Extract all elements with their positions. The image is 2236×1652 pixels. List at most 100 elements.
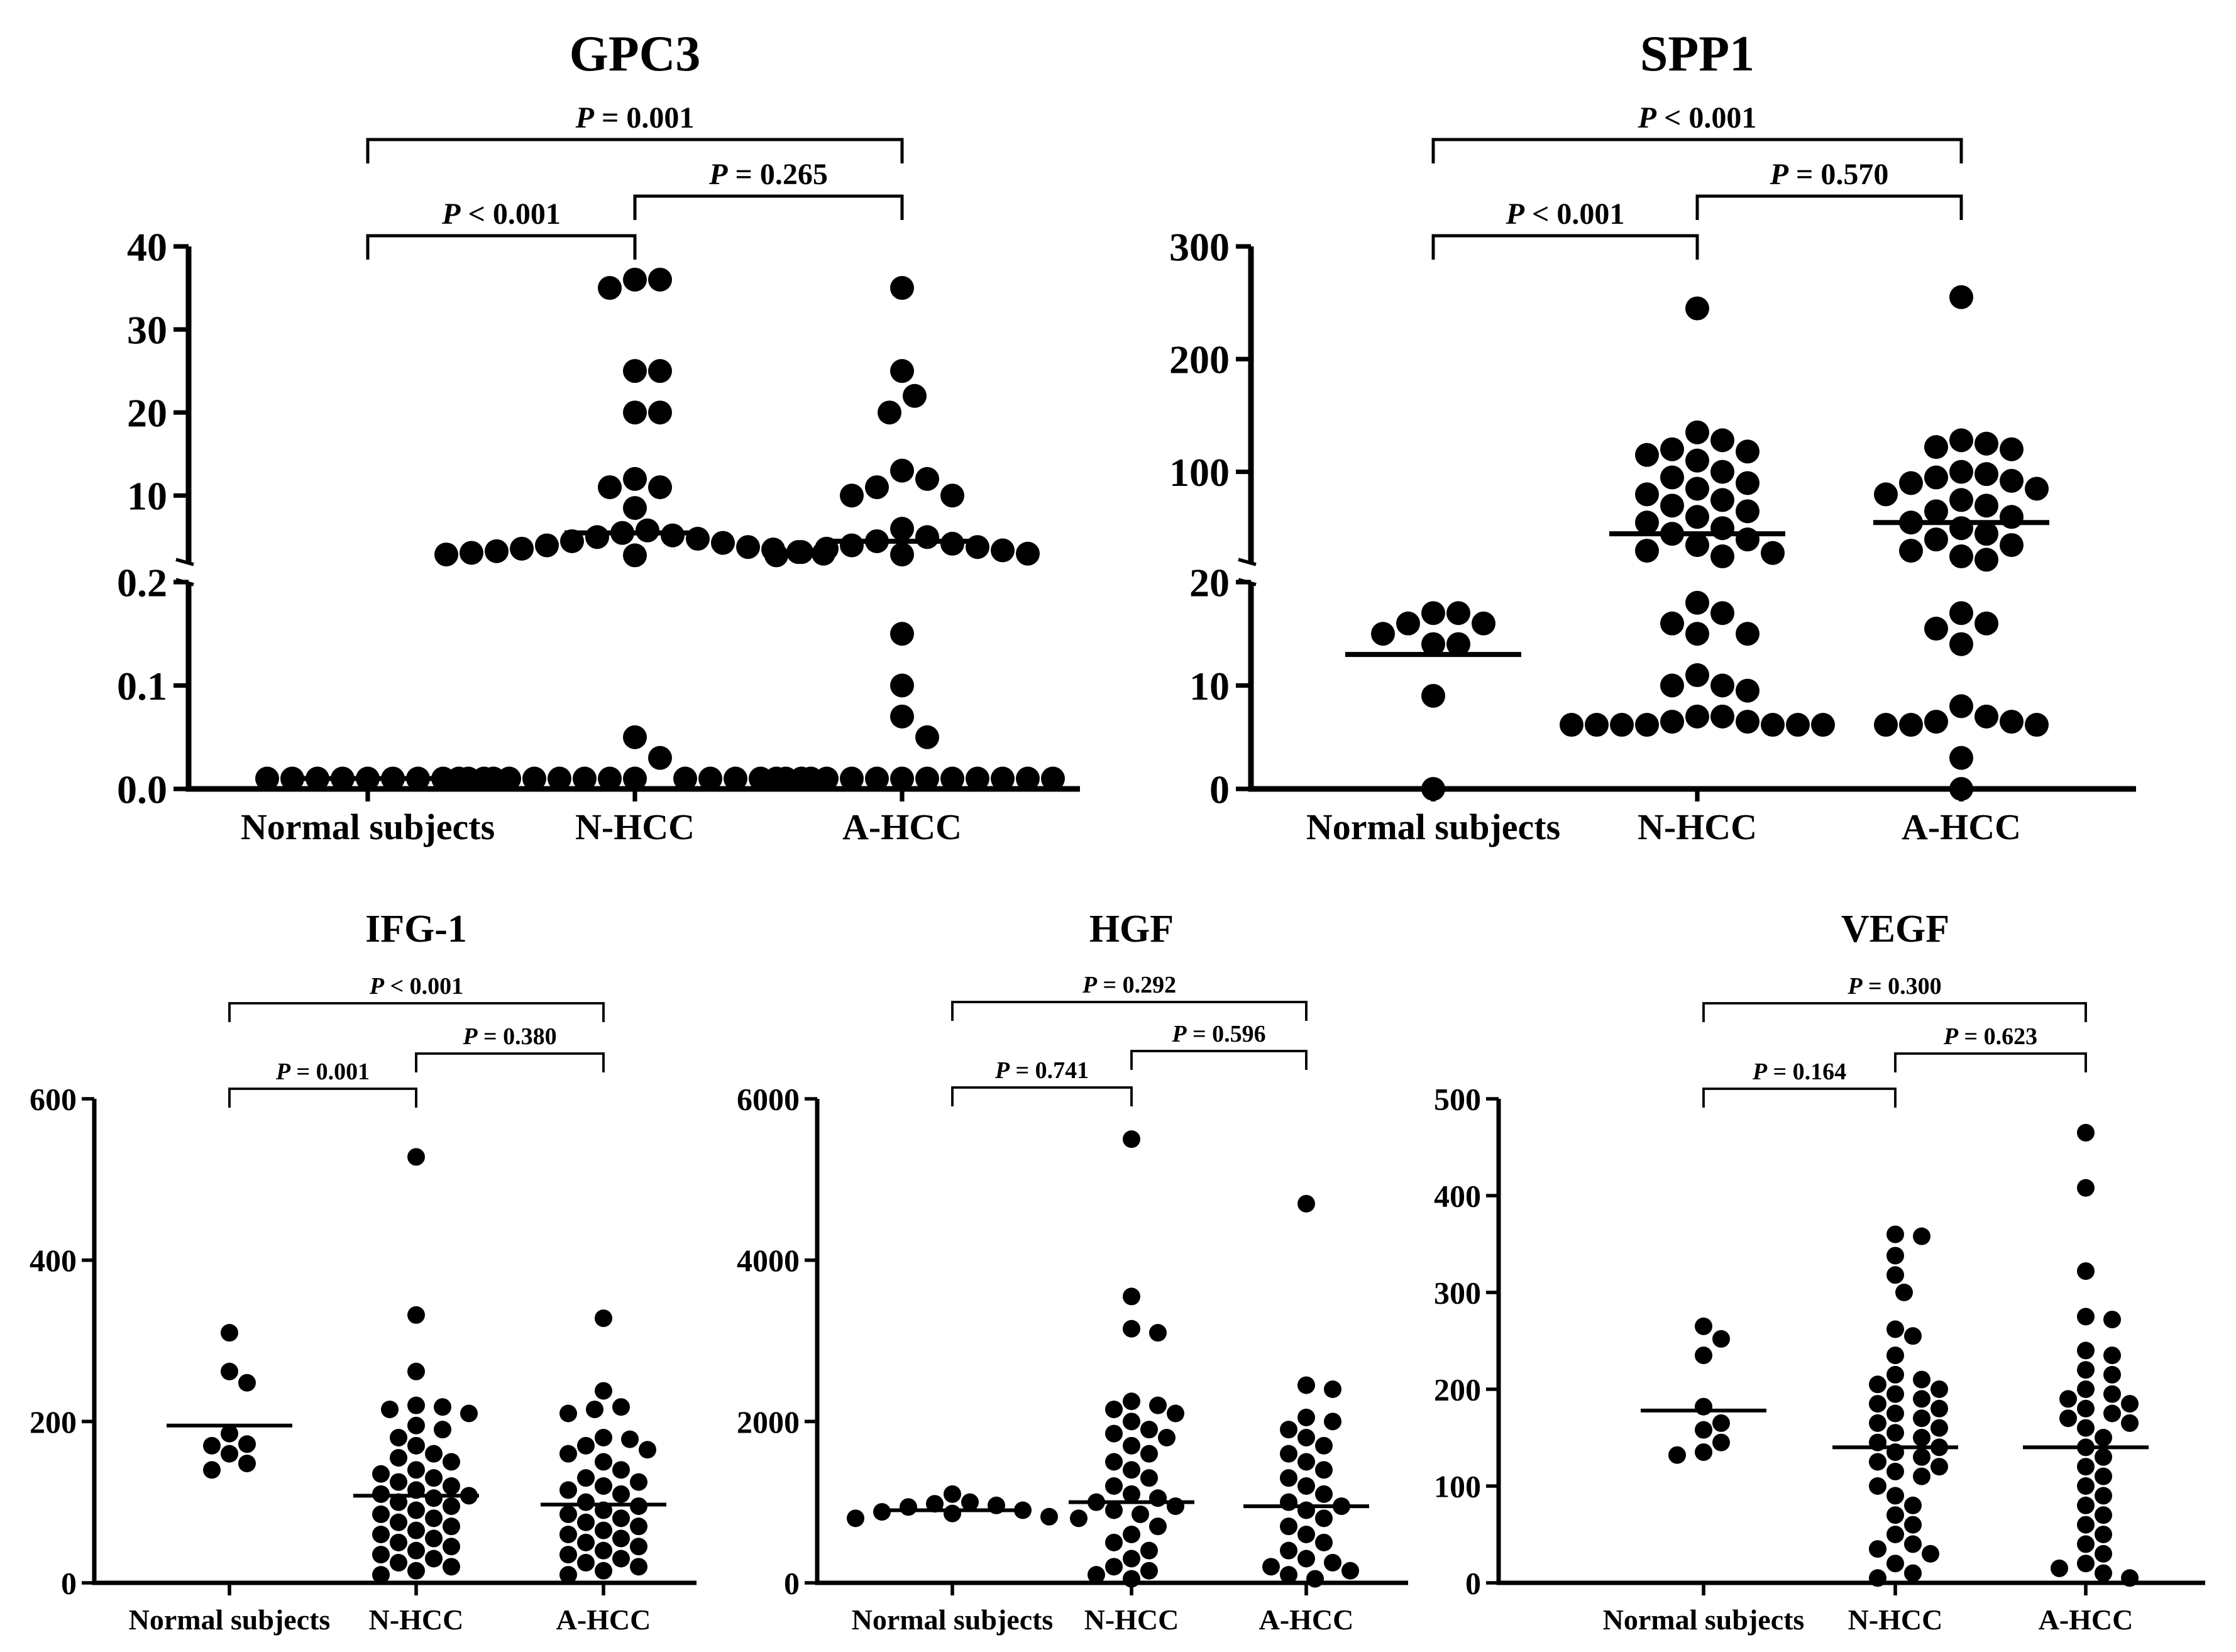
igf1-point-2-0 (595, 1309, 612, 1328)
spp1-point-2-7 (1924, 465, 1948, 490)
igf1-point-1-40 (407, 1561, 425, 1580)
vegf-point-1-6 (1904, 1327, 1922, 1345)
igf1-point-1-41 (372, 1566, 390, 1584)
spp1-point-1-29 (1685, 663, 1709, 688)
vegf-point-0-6 (1712, 1433, 1730, 1451)
igf1-point-1-4 (434, 1398, 451, 1416)
vegf-point-1-7 (1886, 1346, 1904, 1365)
gpc3-p-label-1: P = 0.001 (575, 101, 695, 135)
spp1-point-2-2 (1974, 431, 1998, 456)
gpc3-point-1-31 (598, 766, 622, 791)
spp1-point-1-25 (1710, 601, 1734, 625)
hgf-point-2-25 (1341, 1561, 1359, 1580)
spp1-point-1-43 (1560, 713, 1583, 737)
gpc3-point-1-5 (623, 400, 647, 425)
gpc3-point-1-14 (585, 525, 609, 549)
igf1-point-2-25 (559, 1526, 577, 1543)
igf1-point-0-8 (203, 1461, 221, 1479)
igf1-point-1-26 (372, 1505, 390, 1523)
igf1-point-1-33 (390, 1533, 407, 1551)
vegf-point-2-2 (2077, 1262, 2095, 1280)
hgf-point-1-4 (1123, 1392, 1140, 1411)
igf1-point-1-7 (407, 1416, 425, 1434)
gpc3-x-label-0: Normal subjects (241, 807, 495, 847)
gpc3-point-1-0 (623, 267, 647, 292)
vegf-p-label-1: P = 0.300 (1847, 973, 1941, 999)
gpc3-point-2-1 (890, 359, 914, 383)
igf1-point-1-11 (425, 1445, 443, 1463)
gpc3-point-1-2 (598, 276, 622, 300)
igf1-bracket-2 (415, 1052, 605, 1072)
gpc3-point-1-33 (573, 766, 597, 791)
gpc3-point-2-19 (890, 542, 914, 567)
spp1-point-2-22 (1949, 544, 1973, 569)
gpc3-point-2-33 (790, 766, 813, 791)
vegf-point-1-30 (1869, 1477, 1886, 1495)
igf1-point-2-28 (630, 1538, 647, 1556)
gpc3-point-2-35 (764, 766, 788, 791)
gpc3-point-2-36 (1041, 766, 1065, 791)
igf1-title: IFG-1 (365, 908, 467, 950)
igf1-point-1-6 (460, 1404, 478, 1423)
igf1-x-label-2: A-HCC (556, 1604, 651, 1636)
spp1-point-0-3 (1472, 611, 1495, 636)
vegf-point-2-21 (2077, 1458, 2095, 1476)
vegf-point-0-0 (1695, 1317, 1712, 1335)
vegf-point-1-19 (1930, 1419, 1948, 1437)
spp1-title: SPP1 (1640, 26, 1754, 82)
gpc3-y-tick-label-1: 0.1 (117, 664, 167, 708)
spp1-point-1-34 (1710, 704, 1734, 729)
spp1-bracket-3 (1431, 234, 1699, 260)
igf1-point-1-23 (390, 1493, 407, 1511)
vegf-point-0-1 (1712, 1330, 1730, 1348)
vegf-y-tick-label-3: 300 (1434, 1275, 1481, 1311)
igf1-point-0-4 (238, 1435, 256, 1453)
spp1-point-1-38 (1761, 713, 1785, 737)
spp1-point-1-4 (1736, 439, 1760, 464)
spp1-point-2-19 (1924, 527, 1948, 552)
gpc3-point-0-8 (255, 766, 279, 791)
hgf-x-label-2: A-HCC (1259, 1604, 1354, 1636)
hgf-point-2-20 (1315, 1533, 1333, 1551)
vegf-point-2-9 (2077, 1380, 2095, 1398)
gpc3-point-2-21 (890, 622, 914, 646)
hgf-x-label-0: Normal subjects (852, 1604, 1054, 1636)
hgf-point-0-6 (873, 1503, 891, 1521)
spp1-axis-break-mark-1 (1238, 558, 1257, 566)
igf1-point-2-14 (595, 1477, 612, 1495)
gpc3-point-2-20 (764, 543, 788, 568)
igf1-point-2-15 (559, 1481, 577, 1499)
hgf-y-tick-label-0: 0 (784, 1566, 800, 1601)
spp1-point-1-10 (1685, 476, 1709, 501)
vegf-point-1-9 (1913, 1370, 1930, 1389)
gpc3-point-2-24 (915, 725, 939, 749)
vegf-point-1-13 (1913, 1390, 1930, 1408)
gpc3-point-2-17 (790, 540, 813, 564)
vegf-point-0-5 (1695, 1421, 1712, 1439)
igf1-point-2-8 (639, 1441, 656, 1459)
gpc3-point-1-18 (535, 533, 559, 558)
spp1-point-1-0 (1685, 296, 1709, 321)
vegf-p-label-2: P = 0.623 (1943, 1023, 2037, 1050)
spp1-point-2-10 (2025, 476, 2049, 501)
vegf-point-1-35 (1886, 1526, 1904, 1543)
spp1-y-tick-label-4: 200 (1169, 338, 1230, 382)
hgf-p-label-1: P = 0.292 (1082, 972, 1176, 998)
spp1-point-1-32 (1736, 678, 1760, 703)
vegf-point-1-39 (1886, 1555, 1904, 1573)
igf1-point-2-4 (559, 1404, 577, 1423)
igf1-y-tick-label-1: 200 (30, 1404, 77, 1440)
spp1-point-1-1 (1685, 420, 1709, 444)
vegf-point-2-22 (2095, 1467, 2112, 1485)
hgf-point-1-28 (1140, 1541, 1158, 1560)
gpc3-point-0-6 (280, 766, 304, 791)
igf1-point-2-1 (595, 1382, 612, 1400)
spp1-p-label-2: P = 0.570 (1770, 158, 1889, 191)
hgf-point-1-25 (1149, 1517, 1167, 1536)
vegf-point-1-3 (1886, 1266, 1904, 1284)
vegf-point-1-31 (1886, 1487, 1904, 1505)
spp1-point-2-18 (1974, 522, 1998, 546)
vegf-point-2-7 (2077, 1361, 2095, 1379)
spp1-point-0-2 (1396, 611, 1420, 636)
hgf-point-1-8 (1123, 1412, 1140, 1431)
